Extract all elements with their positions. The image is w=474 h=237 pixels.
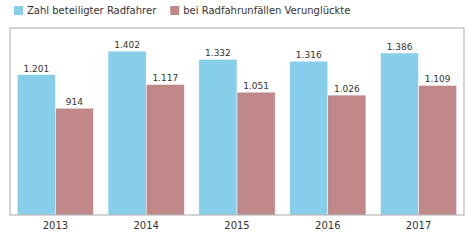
legend: Zahl beteiligter Radfahrer bei Radfahrunf…: [14, 5, 350, 16]
bar: [108, 51, 146, 215]
data-labels: 1.201 1.402 1.332 1.316 1.386 914 1.117 1.051 1.…: [23, 40, 450, 107]
chart-svg: 1.201 1.402 1.332 1.316 1.386 914 1.117 1.051 1.…: [0, 0, 474, 237]
bar: [290, 61, 328, 215]
x-tick-label: 2014: [133, 220, 158, 231]
bar: [146, 84, 184, 215]
data-label: 1.051: [243, 81, 269, 91]
legend-label: Zahl beteiligter Radfahrer: [27, 5, 157, 16]
data-label: 1.316: [296, 50, 322, 60]
x-tick-label: 2017: [406, 220, 431, 231]
data-label: 1.109: [425, 74, 451, 84]
data-label: 1.201: [23, 64, 49, 74]
legend-swatch: [14, 6, 23, 15]
data-label: 914: [66, 97, 83, 107]
data-label: 1.402: [114, 40, 140, 50]
x-tick-label: 2013: [43, 220, 68, 231]
data-label: 1.117: [152, 73, 178, 83]
bars: [17, 51, 456, 215]
data-label: 1.386: [387, 42, 413, 52]
chart-container: 1.201 1.402 1.332 1.316 1.386 914 1.117 1.051 1.…: [0, 0, 474, 237]
data-label: 1.332: [205, 48, 231, 58]
bar: [55, 108, 93, 215]
bar: [17, 75, 55, 215]
bar: [199, 59, 237, 215]
legend-label: bei Radfahrunfällen Verunglückte: [183, 5, 350, 16]
plot-frame: [10, 28, 464, 215]
bar: [419, 85, 457, 215]
data-label: 1.026: [334, 84, 360, 94]
x-tick-label: 2015: [224, 220, 249, 231]
bar: [237, 92, 275, 215]
legend-swatch: [170, 6, 179, 15]
bar: [380, 53, 418, 215]
bar: [328, 95, 366, 215]
x-tick-label: 2016: [315, 220, 340, 231]
